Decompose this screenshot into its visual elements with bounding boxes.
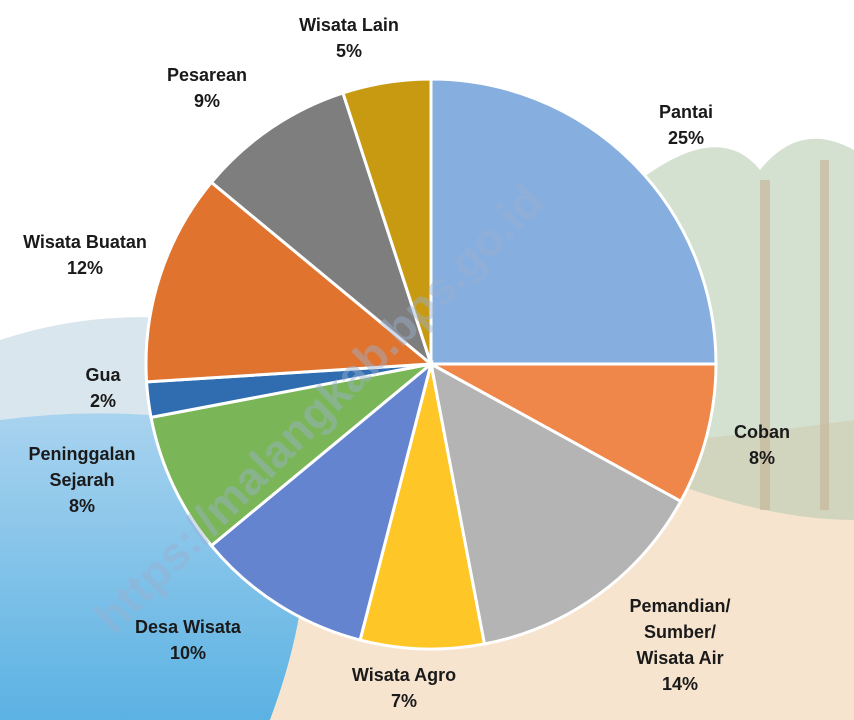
value-label: 25%: [586, 125, 786, 151]
value-label: 5%: [249, 38, 449, 64]
category-label: Wisata Lain: [249, 12, 449, 38]
value-label: 2%: [43, 388, 163, 414]
category-label: Peninggalan Sejarah: [17, 441, 147, 493]
value-label: 8%: [17, 493, 147, 519]
category-label: Pemandian/ Sumber/ Wisata Air: [621, 593, 739, 671]
category-label: Pesarean: [107, 62, 307, 88]
category-label: Coban: [702, 419, 822, 445]
category-label: Wisata Buatan: [0, 229, 185, 255]
chart: https://malangkab.bps.go.id Pantai25%Cob…: [0, 0, 854, 720]
category-label: Gua: [43, 362, 163, 388]
value-label: 12%: [0, 255, 185, 281]
value-label: 9%: [107, 88, 307, 114]
category-label: Wisata Agro: [304, 662, 504, 688]
value-label: 8%: [702, 445, 822, 471]
category-label: Pantai: [586, 99, 786, 125]
value-label: 7%: [304, 688, 504, 714]
value-label: 14%: [621, 671, 739, 697]
category-label: Desa Wisata: [88, 614, 288, 640]
value-label: 10%: [88, 640, 288, 666]
